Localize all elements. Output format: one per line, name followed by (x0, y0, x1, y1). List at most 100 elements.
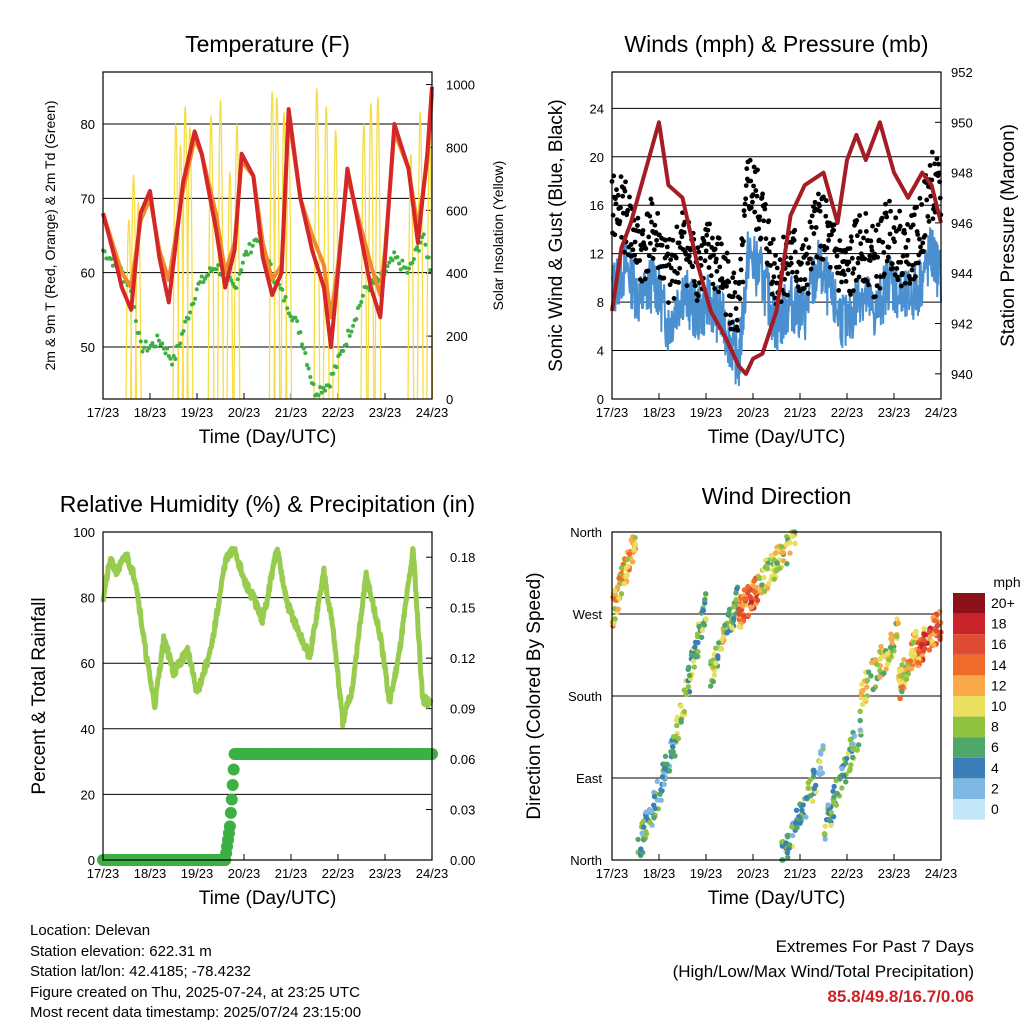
legend-label: 16 (991, 636, 1007, 652)
direction-point (920, 648, 927, 654)
gust-point (625, 207, 631, 213)
gust-point (613, 201, 619, 207)
dewpoint-point (242, 252, 247, 257)
location-text: Location: Delevan (30, 922, 151, 939)
dewpoint-point (403, 265, 408, 270)
temperature-xtick-label: 17/23 (87, 405, 120, 420)
direction-point (811, 767, 817, 774)
gust-point (627, 194, 632, 200)
gust-point (897, 223, 903, 229)
gust-point (922, 233, 928, 238)
direction-point (741, 596, 748, 602)
gust-point (772, 261, 777, 266)
dewpoint-point (255, 239, 260, 244)
direction-point (857, 708, 863, 715)
dewpoint-point (230, 281, 235, 286)
dewpoint-point (201, 280, 206, 285)
solar-spike (407, 153, 415, 400)
direction-point (774, 560, 780, 566)
gust-point (620, 193, 626, 199)
humidity-ytick-label: 40 (81, 722, 95, 737)
humidity-ytick-label: 100 (73, 525, 95, 540)
direction-point (848, 762, 854, 768)
winds-xtick-label: 22/23 (831, 405, 864, 420)
wind_direction-xtick-label: 20/23 (737, 866, 770, 881)
direction-point (820, 743, 826, 749)
dewpoint-point (285, 306, 290, 311)
gust-point (724, 250, 730, 256)
winds-xtick-label: 21/23 (784, 405, 817, 420)
gust-point (652, 222, 658, 228)
direction-point (792, 540, 798, 547)
gust-point (799, 260, 804, 266)
humidity-ytick-label: 20 (81, 787, 95, 802)
direction-point (922, 632, 929, 638)
winds-xlabel: Time (Day/UTC) (708, 427, 846, 448)
dewpoint-point (318, 385, 323, 390)
gust-point (636, 229, 642, 234)
direction-point (797, 820, 803, 826)
direction-point (905, 665, 911, 671)
direction-point (915, 659, 921, 666)
dewpoint-point (173, 357, 178, 362)
gust-point (913, 274, 918, 279)
direction-point (748, 599, 755, 606)
direction-point (868, 673, 874, 679)
gust-point (639, 278, 645, 284)
direction-point (831, 783, 837, 790)
direction-point (793, 807, 800, 813)
direction-point (926, 634, 933, 641)
gust-point (743, 196, 749, 202)
gust-point (804, 251, 809, 257)
dewpoint-point (206, 272, 211, 277)
gust-point (882, 271, 887, 277)
gust-point (903, 245, 909, 250)
gust-point (737, 296, 743, 302)
direction-point (899, 662, 905, 668)
gust-point (725, 258, 731, 264)
dewpoint-point (347, 333, 352, 338)
gust-point (677, 265, 683, 271)
gust-point (818, 243, 824, 249)
gust-point (774, 265, 780, 271)
humidity-xtick-label: 22/23 (322, 866, 355, 881)
legend-label: 10 (991, 698, 1007, 714)
direction-point (877, 674, 883, 680)
gust-point (937, 195, 943, 201)
direction-point (703, 616, 709, 622)
dewpoint-point (156, 338, 161, 343)
temperature-title: Temperature (F) (185, 31, 350, 57)
gust-point (782, 276, 787, 282)
gust-point (909, 267, 915, 273)
direction-point (858, 691, 864, 698)
dewpoint-point (140, 349, 145, 354)
humidity-y2tick-label: 0.15 (450, 601, 475, 616)
gust-point (655, 210, 661, 216)
gust-point (930, 216, 936, 222)
direction-point (839, 765, 845, 772)
gust-point (845, 267, 851, 273)
gust-point (883, 201, 888, 207)
temperature-frame (102, 71, 433, 400)
direction-point (794, 824, 800, 831)
gust-point (698, 255, 703, 261)
direction-point (674, 722, 680, 729)
direction-point (686, 672, 693, 679)
direction-point (615, 606, 621, 612)
direction-point (643, 814, 649, 821)
gust-point (862, 256, 868, 262)
wind_direction-ylabel: Direction (Colored By Speed) (524, 572, 545, 819)
gust-point (857, 213, 862, 218)
dewpoint-point (306, 366, 311, 371)
temperature-y2tick-label: 200 (446, 329, 468, 344)
gust-point (748, 205, 754, 211)
temperature-ytick-label: 50 (81, 340, 95, 355)
gust-point (648, 196, 654, 202)
dewpoint-point (102, 249, 107, 254)
gust-point (766, 249, 772, 255)
temperature-xtick-label: 21/23 (275, 405, 308, 420)
direction-point (926, 647, 933, 653)
direction-point (764, 566, 771, 572)
gust-point (870, 223, 875, 229)
gust-point (731, 270, 737, 276)
